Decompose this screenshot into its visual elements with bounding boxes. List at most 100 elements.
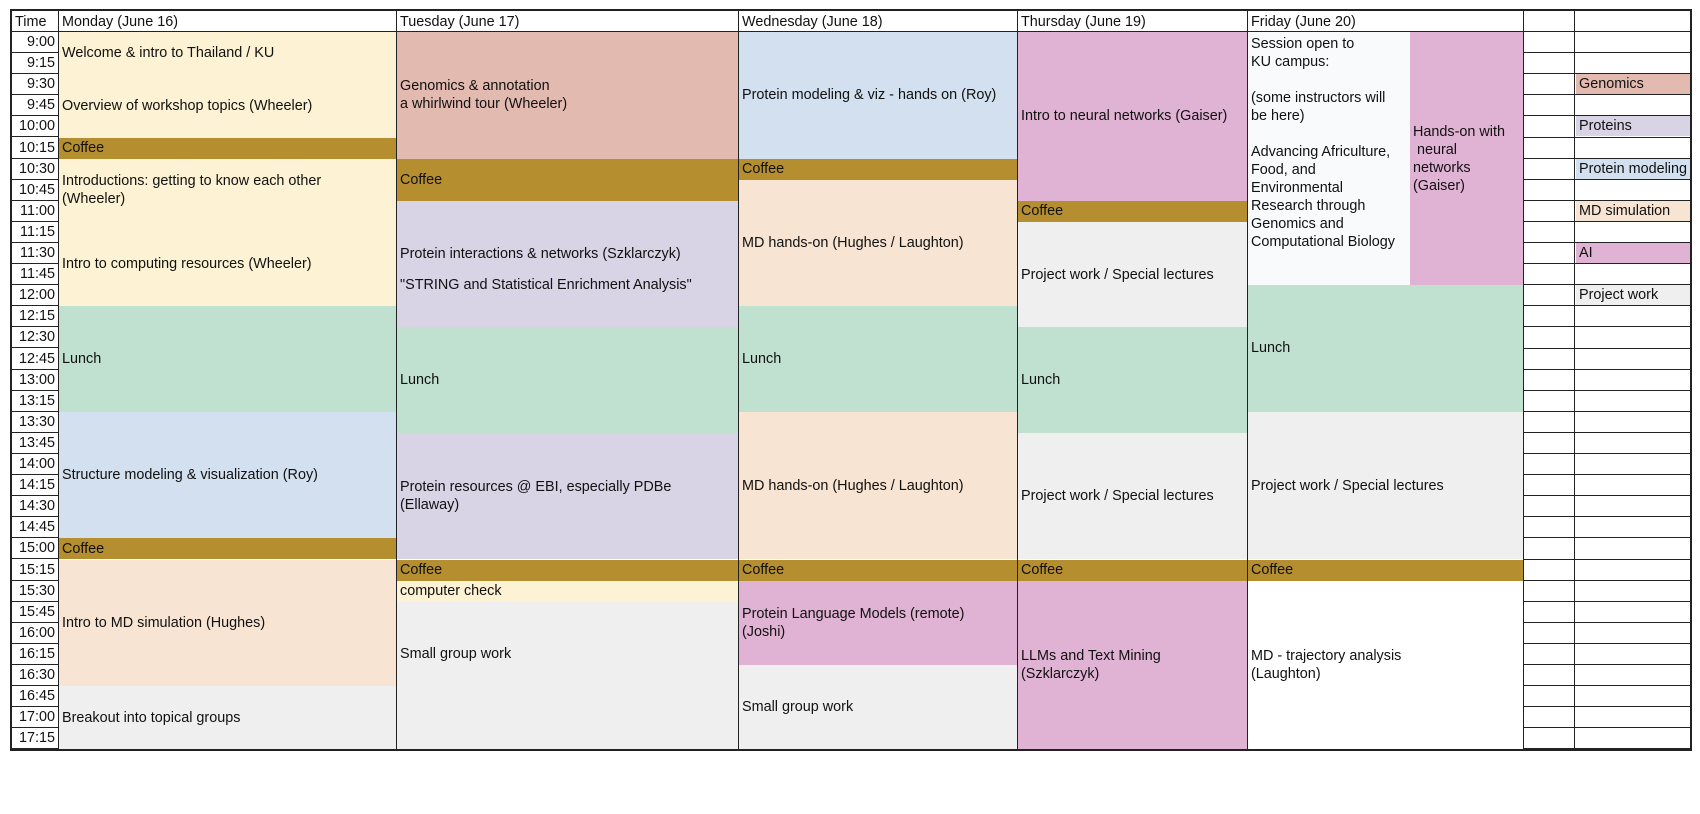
- time-label: 9:30: [12, 74, 59, 96]
- event-block: Session open to KU campus: (some instruc…: [1248, 32, 1410, 286]
- time-label: 9:15: [12, 53, 59, 75]
- extra-row-line: [1524, 664, 1575, 665]
- event-label: MD - trajectory analysis (Laughton): [1251, 647, 1402, 682]
- event-block: Small group work: [739, 665, 1018, 750]
- extra-row-line: [1524, 178, 1575, 180]
- extra-row-line: [1575, 199, 1690, 201]
- event-label: Lunch: [1021, 372, 1061, 389]
- extra-row-line: [1524, 136, 1575, 138]
- event-text: Small group work: [400, 646, 512, 663]
- extra-row-line: [1524, 220, 1575, 222]
- extra-row-line: [1575, 495, 1690, 497]
- extra-row-line: [1524, 326, 1575, 328]
- event-label: Breakout into topical groups: [62, 709, 241, 726]
- time-label: 16:45: [12, 686, 59, 708]
- extra-row-line: [1575, 600, 1690, 602]
- legend-label: Protein modeling: [1579, 160, 1687, 177]
- frame-top: [10, 9, 1692, 11]
- extra-row-line: [1575, 136, 1690, 138]
- extra-row-line: [1575, 453, 1690, 454]
- event-block: Hands-on with neural networks (Gaiser): [1410, 32, 1524, 286]
- event-block: MD hands-on (Hughes / Laughton): [739, 411, 1018, 560]
- time-label: 15:00: [12, 538, 59, 560]
- event-label: Hands-on with neural networks (Gaiser): [1413, 123, 1505, 194]
- extra-row-line: [1524, 263, 1575, 265]
- time-label: 9:00: [12, 32, 59, 54]
- time-label: 11:45: [12, 264, 59, 286]
- event-text: Protein interactions & networks (Szklarc…: [400, 245, 681, 262]
- header-day: Wednesday (June 18): [742, 13, 883, 30]
- extra-row-line: [1575, 73, 1690, 75]
- column-divider: [1523, 11, 1524, 750]
- extra-row-line: [1524, 600, 1575, 602]
- extra-row-line: [1575, 94, 1690, 96]
- event-block: Lunch: [59, 306, 397, 412]
- extra-row-line: [1575, 52, 1690, 54]
- event-label: Coffee: [400, 562, 443, 579]
- event-block: Protein modeling & viz - hands on (Roy): [739, 32, 1018, 159]
- event-label: Coffee: [742, 161, 785, 178]
- event-block: Welcome & intro to Thailand / KU Overview…: [59, 32, 397, 138]
- extra-row-line: [1575, 326, 1690, 328]
- extra-row-line: [1524, 305, 1575, 307]
- event-label: Intro to MD simulation (Hughes): [62, 614, 266, 631]
- extra-row-line: [1524, 642, 1575, 644]
- event-text: Intro to neural networks (Gaiser): [1021, 108, 1228, 125]
- event-block: Coffee: [1248, 559, 1524, 581]
- time-label: 11:15: [12, 222, 59, 243]
- event-label: Coffee: [62, 540, 105, 557]
- column-divider: [1574, 11, 1575, 750]
- legend-label: Project work: [1579, 287, 1659, 304]
- time-label: 15:45: [12, 602, 59, 623]
- legend-swatch: MD simulation: [1576, 200, 1690, 221]
- event-block: Lunch: [397, 327, 739, 433]
- event-block: Coffee: [739, 559, 1018, 581]
- header-time: Time: [15, 13, 47, 30]
- extra-row-line: [1524, 157, 1575, 159]
- event-block: Coffee: [739, 158, 1018, 180]
- event-block: Introductions: getting to know each othe…: [59, 158, 397, 307]
- event-block: Breakout into topical groups: [59, 686, 397, 750]
- extra-row-line: [1524, 453, 1575, 454]
- legend-swatch: AI: [1576, 243, 1690, 264]
- extra-row-line: [1575, 242, 1690, 243]
- event-block: Structure modeling & visualization (Roy): [59, 411, 397, 539]
- event-label: Protein resources @ EBI, especially PDBe…: [400, 479, 672, 514]
- extra-row-line: [1575, 706, 1690, 708]
- extra-row-line: [1524, 537, 1575, 539]
- time-label: 10:45: [12, 180, 59, 201]
- extra-row-line: [1575, 115, 1690, 117]
- column-divider: [1017, 11, 1018, 750]
- event-label: Lunch: [62, 351, 102, 368]
- time-label: 15:15: [12, 560, 59, 581]
- event-text: Overview of workshop topics (Wheeler): [62, 97, 313, 114]
- time-label: 11:00: [12, 201, 59, 222]
- extra-row-line: [1575, 347, 1690, 349]
- extra-row-line: [1524, 199, 1575, 201]
- extra-row-line: [1524, 558, 1575, 560]
- event-block: MD hands-on (Hughes / Laughton): [739, 179, 1018, 307]
- extra-row-line: [1575, 157, 1690, 159]
- time-label: 10:15: [12, 138, 59, 159]
- column-divider: [58, 11, 59, 750]
- event-block: Coffee: [59, 137, 397, 159]
- time-label: 14:15: [12, 475, 59, 497]
- extra-row-line: [1524, 52, 1575, 54]
- extra-row-line: [1575, 305, 1690, 307]
- time-label: 15:30: [12, 581, 59, 602]
- extra-row-line: [1524, 389, 1575, 391]
- extra-row-line: [1524, 284, 1575, 286]
- event-label: Lunch: [1251, 340, 1291, 357]
- time-label: 16:15: [12, 644, 59, 665]
- event-label: Lunch: [400, 372, 440, 389]
- event-label: Protein Language Models (remote) (Joshi): [742, 605, 965, 640]
- event-block: Lunch: [1248, 285, 1524, 412]
- column-divider: [738, 11, 739, 750]
- event-label: computer check: [400, 583, 502, 600]
- event-block: Intro to neural networks (Gaiser): [1018, 32, 1248, 201]
- extra-row-line: [1524, 94, 1575, 96]
- event-label: Project work / Special lectures: [1251, 477, 1444, 494]
- event-block: Coffee: [397, 559, 739, 581]
- event-text: Welcome & intro to Thailand / KU: [62, 45, 275, 62]
